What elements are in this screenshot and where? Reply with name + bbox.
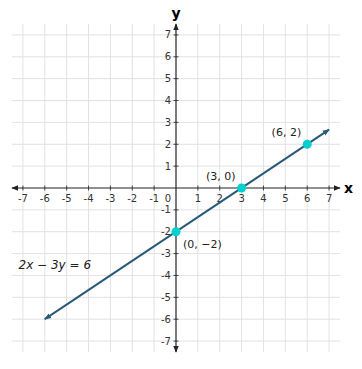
x-tick xyxy=(285,186,286,191)
point-label: (3, 0) xyxy=(206,170,236,183)
y-tick-label: 7 xyxy=(165,29,171,40)
point xyxy=(303,140,312,149)
plot-area xyxy=(45,130,329,320)
point-label: (6, 2) xyxy=(272,126,302,139)
axes: -7-6-5-4-3-2-11234567-7-6-5-4-3-2-112345… xyxy=(12,24,340,352)
equation-label: 2x − 3y = 6 xyxy=(19,258,92,272)
x-tick-label: 5 xyxy=(282,193,288,204)
grid-line-y xyxy=(12,166,340,167)
grid-line-x xyxy=(307,24,308,352)
x-tick xyxy=(154,186,155,191)
grid-line-x xyxy=(44,24,45,352)
y-tick-label: -6 xyxy=(161,314,171,325)
grid-line-y xyxy=(12,253,340,254)
y-axis-line xyxy=(175,24,176,352)
x-tick xyxy=(44,186,45,191)
y-tick xyxy=(174,100,179,101)
x-tick xyxy=(263,186,264,191)
y-tick-label: -1 xyxy=(161,204,171,215)
y-tick xyxy=(174,209,179,210)
y-tick-label: -4 xyxy=(161,270,171,281)
grid-line-y xyxy=(12,319,340,320)
chart-svg: -7-6-5-4-3-2-11234567-7-6-5-4-3-2-112345… xyxy=(0,0,362,369)
grid-line-x xyxy=(22,24,23,352)
x-tick xyxy=(110,186,111,191)
y-tick xyxy=(174,275,179,276)
grid-line-y xyxy=(12,78,340,79)
x-tick xyxy=(329,186,330,191)
x-tick-label: -1 xyxy=(149,193,159,204)
grid-line-x xyxy=(285,24,286,352)
grid-line-y xyxy=(12,297,340,298)
y-tick xyxy=(174,144,179,145)
x-tick-label: 4 xyxy=(260,193,266,204)
x-tick-label: -3 xyxy=(105,193,115,204)
line xyxy=(45,130,329,320)
y-tick xyxy=(174,166,179,167)
grid-line-y xyxy=(12,341,340,342)
grid-line-y xyxy=(12,34,340,35)
x-tick xyxy=(307,186,308,191)
x-tick-label: -5 xyxy=(62,193,72,204)
grid-line-y xyxy=(12,122,340,123)
grid-line-x xyxy=(66,24,67,352)
y-tick-label: -7 xyxy=(161,336,171,347)
grid-line-x xyxy=(154,24,155,352)
y-tick xyxy=(174,297,179,298)
x-tick xyxy=(22,186,23,191)
x-axis-label: x xyxy=(344,180,353,196)
grid-line-x xyxy=(88,24,89,352)
x-tick xyxy=(197,186,198,191)
x-tick-label: -7 xyxy=(18,193,28,204)
grid-line-y xyxy=(12,275,340,276)
y-tick xyxy=(174,122,179,123)
grid xyxy=(12,24,340,352)
x-tick xyxy=(219,186,220,191)
y-axis-label: y xyxy=(171,5,180,21)
grid-line-x xyxy=(197,24,198,352)
x-tick-label: 1 xyxy=(195,193,201,204)
y-tick xyxy=(174,34,179,35)
grid-line-y xyxy=(12,144,340,145)
x-tick xyxy=(132,186,133,191)
grid-line-x xyxy=(263,24,264,352)
point-label: (0, −2) xyxy=(183,238,222,251)
y-tick-label: 4 xyxy=(165,95,171,106)
grid-line-y xyxy=(12,100,340,101)
origin-label: 0 xyxy=(165,193,171,204)
x-tick-label: 3 xyxy=(238,193,244,204)
y-tick-label: 2 xyxy=(165,139,171,150)
y-tick-label: 1 xyxy=(165,161,171,172)
y-tick xyxy=(174,78,179,79)
point xyxy=(237,184,246,193)
grid-line-x xyxy=(132,24,133,352)
x-tick-label: -4 xyxy=(84,193,94,204)
y-tick-label: 6 xyxy=(165,51,171,62)
chart-root: -7-6-5-4-3-2-11234567-7-6-5-4-3-2-112345… xyxy=(0,0,362,369)
y-tick-label: 3 xyxy=(165,117,171,128)
y-tick-label: -3 xyxy=(161,248,171,259)
grid-line-y xyxy=(12,209,340,210)
x-tick-label: 7 xyxy=(326,193,332,204)
point xyxy=(172,227,181,236)
x-tick-label: -2 xyxy=(127,193,137,204)
grid-line-x xyxy=(219,24,220,352)
y-tick xyxy=(174,341,179,342)
x-tick-label: 6 xyxy=(304,193,310,204)
x-tick-label: -6 xyxy=(40,193,50,204)
grid-line-x xyxy=(110,24,111,352)
x-tick xyxy=(66,186,67,191)
data-labels: (0, −2) (3, 0) (6, 2) xyxy=(183,126,301,250)
y-tick-label: 5 xyxy=(165,73,171,84)
y-tick xyxy=(174,319,179,320)
y-tick-label: -5 xyxy=(161,292,171,303)
x-tick xyxy=(88,186,89,191)
y-tick xyxy=(174,253,179,254)
y-tick xyxy=(174,56,179,57)
grid-line-x xyxy=(329,24,330,352)
grid-line-y xyxy=(12,56,340,57)
